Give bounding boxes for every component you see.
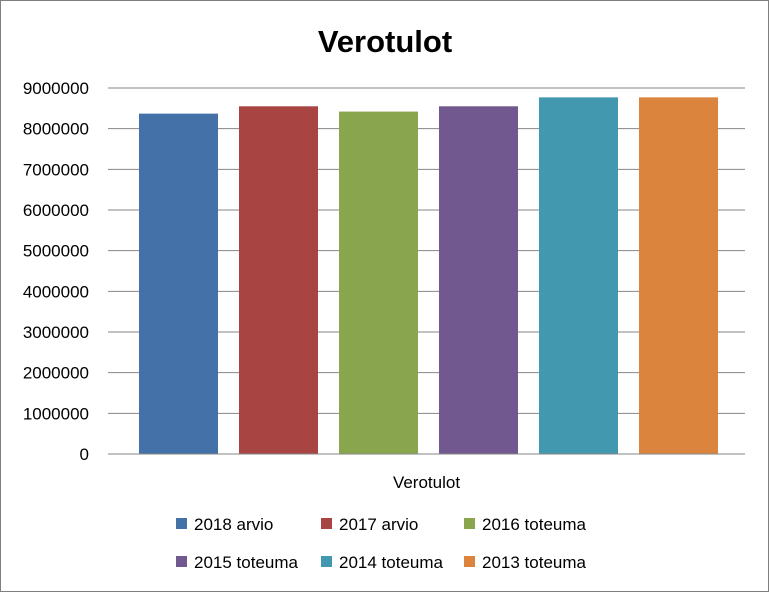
- bar-2018-arvio: [139, 113, 218, 455]
- legend-item: 2018 arvio: [176, 515, 273, 534]
- legend-swatch: [176, 518, 187, 529]
- y-tick-label: 1000000: [23, 404, 89, 423]
- bars: [139, 97, 718, 455]
- x-category-label: Verotulot: [393, 473, 460, 492]
- legend-label: 2015 toteuma: [194, 553, 299, 572]
- legend-label: 2018 arvio: [194, 515, 273, 534]
- y-tick-label: 3000000: [23, 323, 89, 342]
- legend-swatch: [321, 518, 332, 529]
- legend-label: 2017 arvio: [339, 515, 418, 534]
- legend-swatch: [464, 518, 475, 529]
- y-tick-label: 2000000: [23, 364, 89, 383]
- y-tick-label: 8000000: [23, 120, 89, 139]
- legend-item: 2014 toteuma: [321, 553, 444, 572]
- legend: 2018 arvio 2017 arvio 2016 toteuma 2015 tot…: [176, 515, 587, 572]
- y-axis-ticks: 0 1000000 2000000 3000000 4000000 5000000 6000…: [23, 79, 89, 464]
- legend-swatch: [464, 556, 475, 567]
- y-tick-label: 7000000: [23, 160, 89, 179]
- legend-swatch: [321, 556, 332, 567]
- y-tick-label: 6000000: [23, 201, 89, 220]
- legend-label: 2013 toteuma: [482, 553, 587, 572]
- bar-2016-toteuma: [339, 111, 418, 454]
- legend-label: 2014 toteuma: [339, 553, 444, 572]
- legend-swatch: [176, 556, 187, 567]
- y-tick-label: 9000000: [23, 79, 89, 98]
- y-tick-label: 0: [80, 445, 89, 464]
- legend-item: 2017 arvio: [321, 515, 418, 534]
- legend-item: 2015 toteuma: [176, 553, 299, 572]
- chart-title: Verotulot: [318, 24, 452, 59]
- legend-item: 2016 toteuma: [464, 515, 587, 534]
- y-tick-label: 5000000: [23, 242, 89, 261]
- bar-2017-arvio: [239, 106, 318, 455]
- bar-2013-toteuma: [639, 97, 718, 454]
- legend-item: 2013 toteuma: [464, 553, 587, 572]
- bar-2014-toteuma: [539, 97, 618, 454]
- legend-label: 2016 toteuma: [482, 515, 587, 534]
- y-tick-label: 4000000: [23, 282, 89, 301]
- bar-2015-toteuma: [439, 106, 518, 455]
